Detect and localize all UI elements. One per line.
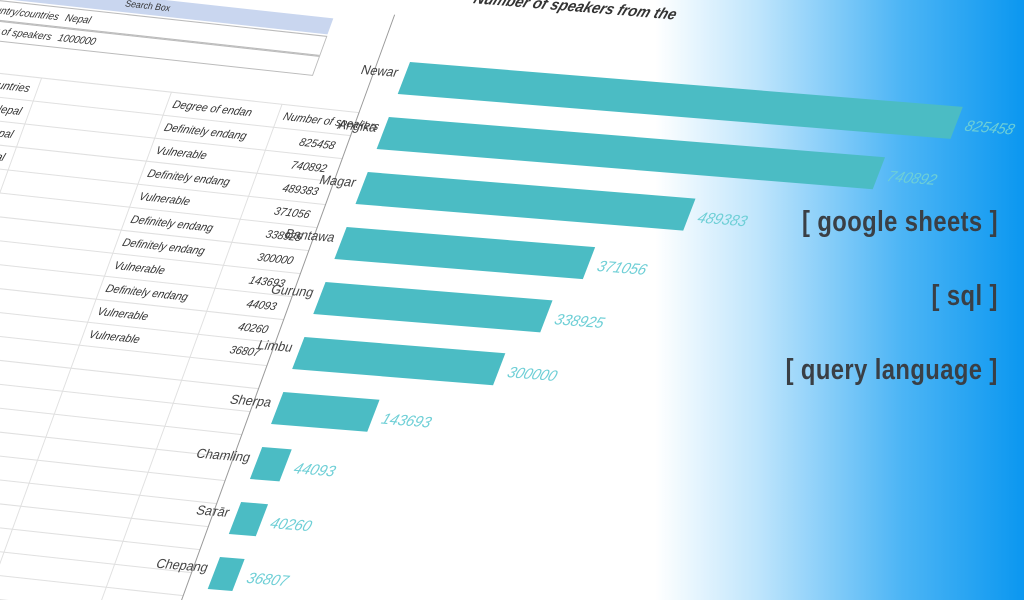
search-value: 1000000 xyxy=(56,33,98,48)
sheet-cell: Vulnerable xyxy=(112,260,167,277)
sheet-cell: Vulnerable xyxy=(87,329,142,346)
sheet-cell: Vulnerable xyxy=(154,145,209,162)
sheet-cell: Nepal xyxy=(0,103,24,118)
bar-chart: Number of speakers from the 825458 Newar 7… xyxy=(154,0,1017,592)
data-label: 740892 xyxy=(884,168,939,189)
bar xyxy=(292,337,506,386)
sheet-row-line xyxy=(0,401,234,459)
data-label: 371056 xyxy=(595,258,650,279)
sheet-row-line xyxy=(0,447,217,505)
sheet-row-line xyxy=(0,332,259,390)
sheet-cell: 489383 xyxy=(281,183,321,199)
data-label: 44093 xyxy=(291,460,338,480)
bar xyxy=(228,501,269,537)
data-label: 40260 xyxy=(267,515,314,535)
sheet-cell: 300000 xyxy=(255,252,295,268)
sheet-col-line xyxy=(84,104,283,600)
sheet-cell: 40260 xyxy=(236,321,270,336)
bar xyxy=(376,117,886,190)
data-label: 338925 xyxy=(552,311,607,332)
sheet-row-line xyxy=(0,424,226,482)
category-label: Newar xyxy=(359,62,402,80)
sheet-edge xyxy=(161,14,396,600)
category-label: Magar xyxy=(317,172,359,190)
category-label: Sherpa xyxy=(228,392,275,410)
bar xyxy=(249,447,292,482)
tag: [ google sheets ] xyxy=(802,206,998,238)
data-label: 143693 xyxy=(379,411,434,432)
sheet-cell: 338925 xyxy=(264,229,304,245)
category-label: Angika xyxy=(336,117,381,135)
sheet-row-line xyxy=(0,263,284,321)
sheet-cell: Vulnerable xyxy=(137,191,192,208)
data-label: 300000 xyxy=(505,364,560,385)
bar xyxy=(313,282,553,333)
sheet-cell: 36807 xyxy=(228,344,262,359)
bar xyxy=(271,392,380,432)
sheet-row-line xyxy=(0,470,209,528)
sheet-row-line xyxy=(0,194,309,252)
sheet-row-line xyxy=(0,355,251,413)
sheet-cell: 371056 xyxy=(272,206,312,222)
category-label: Sатār xyxy=(194,502,232,519)
sheet-cell: Nepal xyxy=(0,149,7,164)
sheet-row-line xyxy=(0,516,192,574)
sheet-row-line xyxy=(0,102,343,160)
sheet-row-line xyxy=(0,148,326,206)
sheet-row-line xyxy=(0,240,293,298)
sheet-row-line xyxy=(0,286,276,344)
sheet-cell: 825458 xyxy=(297,137,337,153)
tag: [ sql ] xyxy=(931,280,998,312)
sheet-row-line xyxy=(0,309,268,367)
sheet-row-line xyxy=(0,79,351,137)
sheet-col-line xyxy=(0,92,172,600)
sheet-cell: 740892 xyxy=(289,160,329,176)
sheet-bg xyxy=(0,0,395,600)
search-header xyxy=(0,0,334,35)
data-label: 825458 xyxy=(962,118,1017,139)
sheet-row-line xyxy=(0,125,335,183)
category-label: Gurung xyxy=(269,282,317,300)
sheet-row-line xyxy=(0,493,201,551)
data-label: 36807 xyxy=(244,570,291,590)
sheet-cell: 143693 xyxy=(247,275,287,291)
tag: [ query language ] xyxy=(785,354,998,386)
sheet-cell: Countries xyxy=(0,78,32,95)
sheet-row-line xyxy=(0,171,318,229)
bar xyxy=(207,557,245,592)
sheet-col-line xyxy=(0,77,43,600)
bar xyxy=(334,227,596,280)
sheet-row-line xyxy=(0,378,242,436)
category-label: Chamling xyxy=(194,446,253,465)
sheet-row-line xyxy=(0,56,360,114)
sheet-row-line xyxy=(0,217,301,275)
data-label: 489383 xyxy=(695,210,750,231)
category-label: Limbu xyxy=(255,337,295,354)
sheet-cell: 44093 xyxy=(245,298,279,313)
bar xyxy=(355,172,696,231)
search-field xyxy=(0,6,321,76)
category-label: Chepang xyxy=(154,556,211,575)
chart-title: Number of speakers from the xyxy=(471,0,680,23)
sheet-row-line xyxy=(0,539,184,597)
bar xyxy=(397,62,963,139)
sheet-cell: Vulnerable xyxy=(95,306,150,323)
category-label: Bantawa xyxy=(283,226,338,245)
search-value: Nepal xyxy=(63,13,93,27)
search-field xyxy=(0,0,328,56)
